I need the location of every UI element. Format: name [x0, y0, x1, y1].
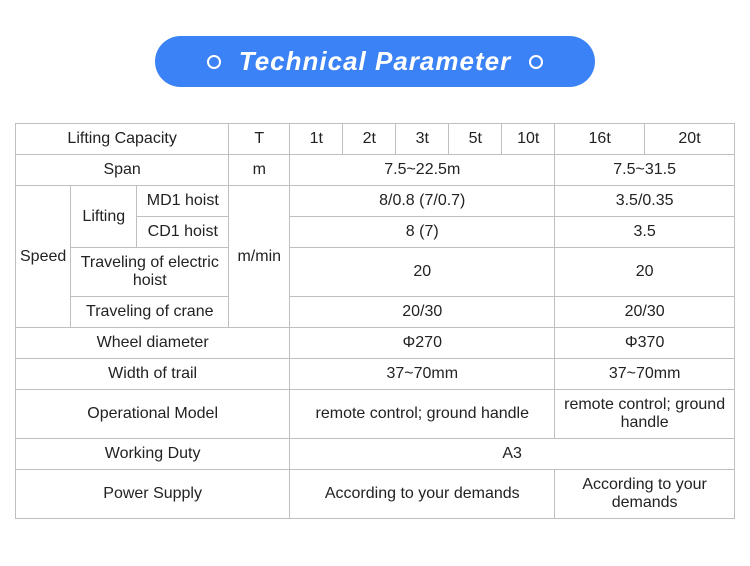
cell-span-label: Span — [16, 155, 229, 186]
cell-speed-unit: m/min — [229, 186, 290, 328]
cell-trav-crane-v1: 20/30 — [290, 297, 555, 328]
cell-trav-hoist-v1: 20 — [290, 248, 555, 297]
cell-trail-v2: 37~70mm — [555, 359, 735, 390]
cell-power-v1: According to your demands — [290, 470, 555, 519]
cell-opmodel-v1: remote control; ground handle — [290, 390, 555, 439]
row-span: Span m 7.5~22.5m 7.5~31.5 — [16, 155, 735, 186]
row-wheel: Wheel diameter Φ270 Φ370 — [16, 328, 735, 359]
cell-md1-label: MD1 hoist — [137, 186, 229, 217]
cell-span-unit: m — [229, 155, 290, 186]
cell-duty-label: Working Duty — [16, 439, 290, 470]
row-speed-trav-hoist: Traveling of electric hoist 20 20 — [16, 248, 735, 297]
cell-opmodel-v2: remote control; ground handle — [555, 390, 735, 439]
cell-opmodel-label: Operational Model — [16, 390, 290, 439]
cell-trav-hoist-v2: 20 — [555, 248, 735, 297]
cell-wheel-v1: Φ270 — [290, 328, 555, 359]
cell-cap-1t: 1t — [290, 124, 343, 155]
cell-cap-2t: 2t — [343, 124, 396, 155]
cell-cd1-v1: 8 (7) — [290, 217, 555, 248]
cell-span-v2: 7.5~31.5 — [555, 155, 735, 186]
banner-section: Technical Parameter — [0, 0, 750, 123]
cell-cap-3t: 3t — [396, 124, 449, 155]
cell-md1-v2: 3.5/0.35 — [555, 186, 735, 217]
cell-trav-crane-v2: 20/30 — [555, 297, 735, 328]
cell-cap-20t: 20t — [645, 124, 735, 155]
cell-wheel-v2: Φ370 — [555, 328, 735, 359]
cell-cap-5t: 5t — [449, 124, 502, 155]
cell-cd1-v2: 3.5 — [555, 217, 735, 248]
cell-unit-t: T — [229, 124, 290, 155]
cell-duty-v: A3 — [290, 439, 735, 470]
row-speed-trav-crane: Traveling of crane 20/30 20/30 — [16, 297, 735, 328]
banner-dot-right — [529, 55, 543, 69]
row-opmodel: Operational Model remote control; ground… — [16, 390, 735, 439]
cell-wheel-label: Wheel diameter — [16, 328, 290, 359]
cell-span-v1: 7.5~22.5m — [290, 155, 555, 186]
cell-trail-v1: 37~70mm — [290, 359, 555, 390]
cell-md1-v1: 8/0.8 (7/0.7) — [290, 186, 555, 217]
banner-pill: Technical Parameter — [155, 36, 595, 87]
row-lifting-capacity: Lifting Capacity T 1t 2t 3t 5t 10t 16t 2… — [16, 124, 735, 155]
cell-cap-10t: 10t — [502, 124, 555, 155]
row-trail: Width of trail 37~70mm 37~70mm — [16, 359, 735, 390]
cell-cap-16t: 16t — [555, 124, 645, 155]
row-speed-md1: Speed Lifting MD1 hoist m/min 8/0.8 (7/0… — [16, 186, 735, 217]
row-duty: Working Duty A3 — [16, 439, 735, 470]
row-power: Power Supply According to your demands A… — [16, 470, 735, 519]
banner-title: Technical Parameter — [239, 46, 511, 77]
cell-trail-label: Width of trail — [16, 359, 290, 390]
cell-trav-crane-label: Traveling of crane — [71, 297, 229, 328]
cell-lifting-label: Lifting — [71, 186, 137, 248]
cell-cd1-label: CD1 hoist — [137, 217, 229, 248]
cell-trav-hoist-label: Traveling of electric hoist — [71, 248, 229, 297]
spec-table: Lifting Capacity T 1t 2t 3t 5t 10t 16t 2… — [15, 123, 735, 519]
cell-power-v2: According to your demands — [555, 470, 735, 519]
cell-lifting-capacity-label: Lifting Capacity — [16, 124, 229, 155]
cell-power-label: Power Supply — [16, 470, 290, 519]
banner-dot-left — [207, 55, 221, 69]
cell-speed-label: Speed — [16, 186, 71, 328]
